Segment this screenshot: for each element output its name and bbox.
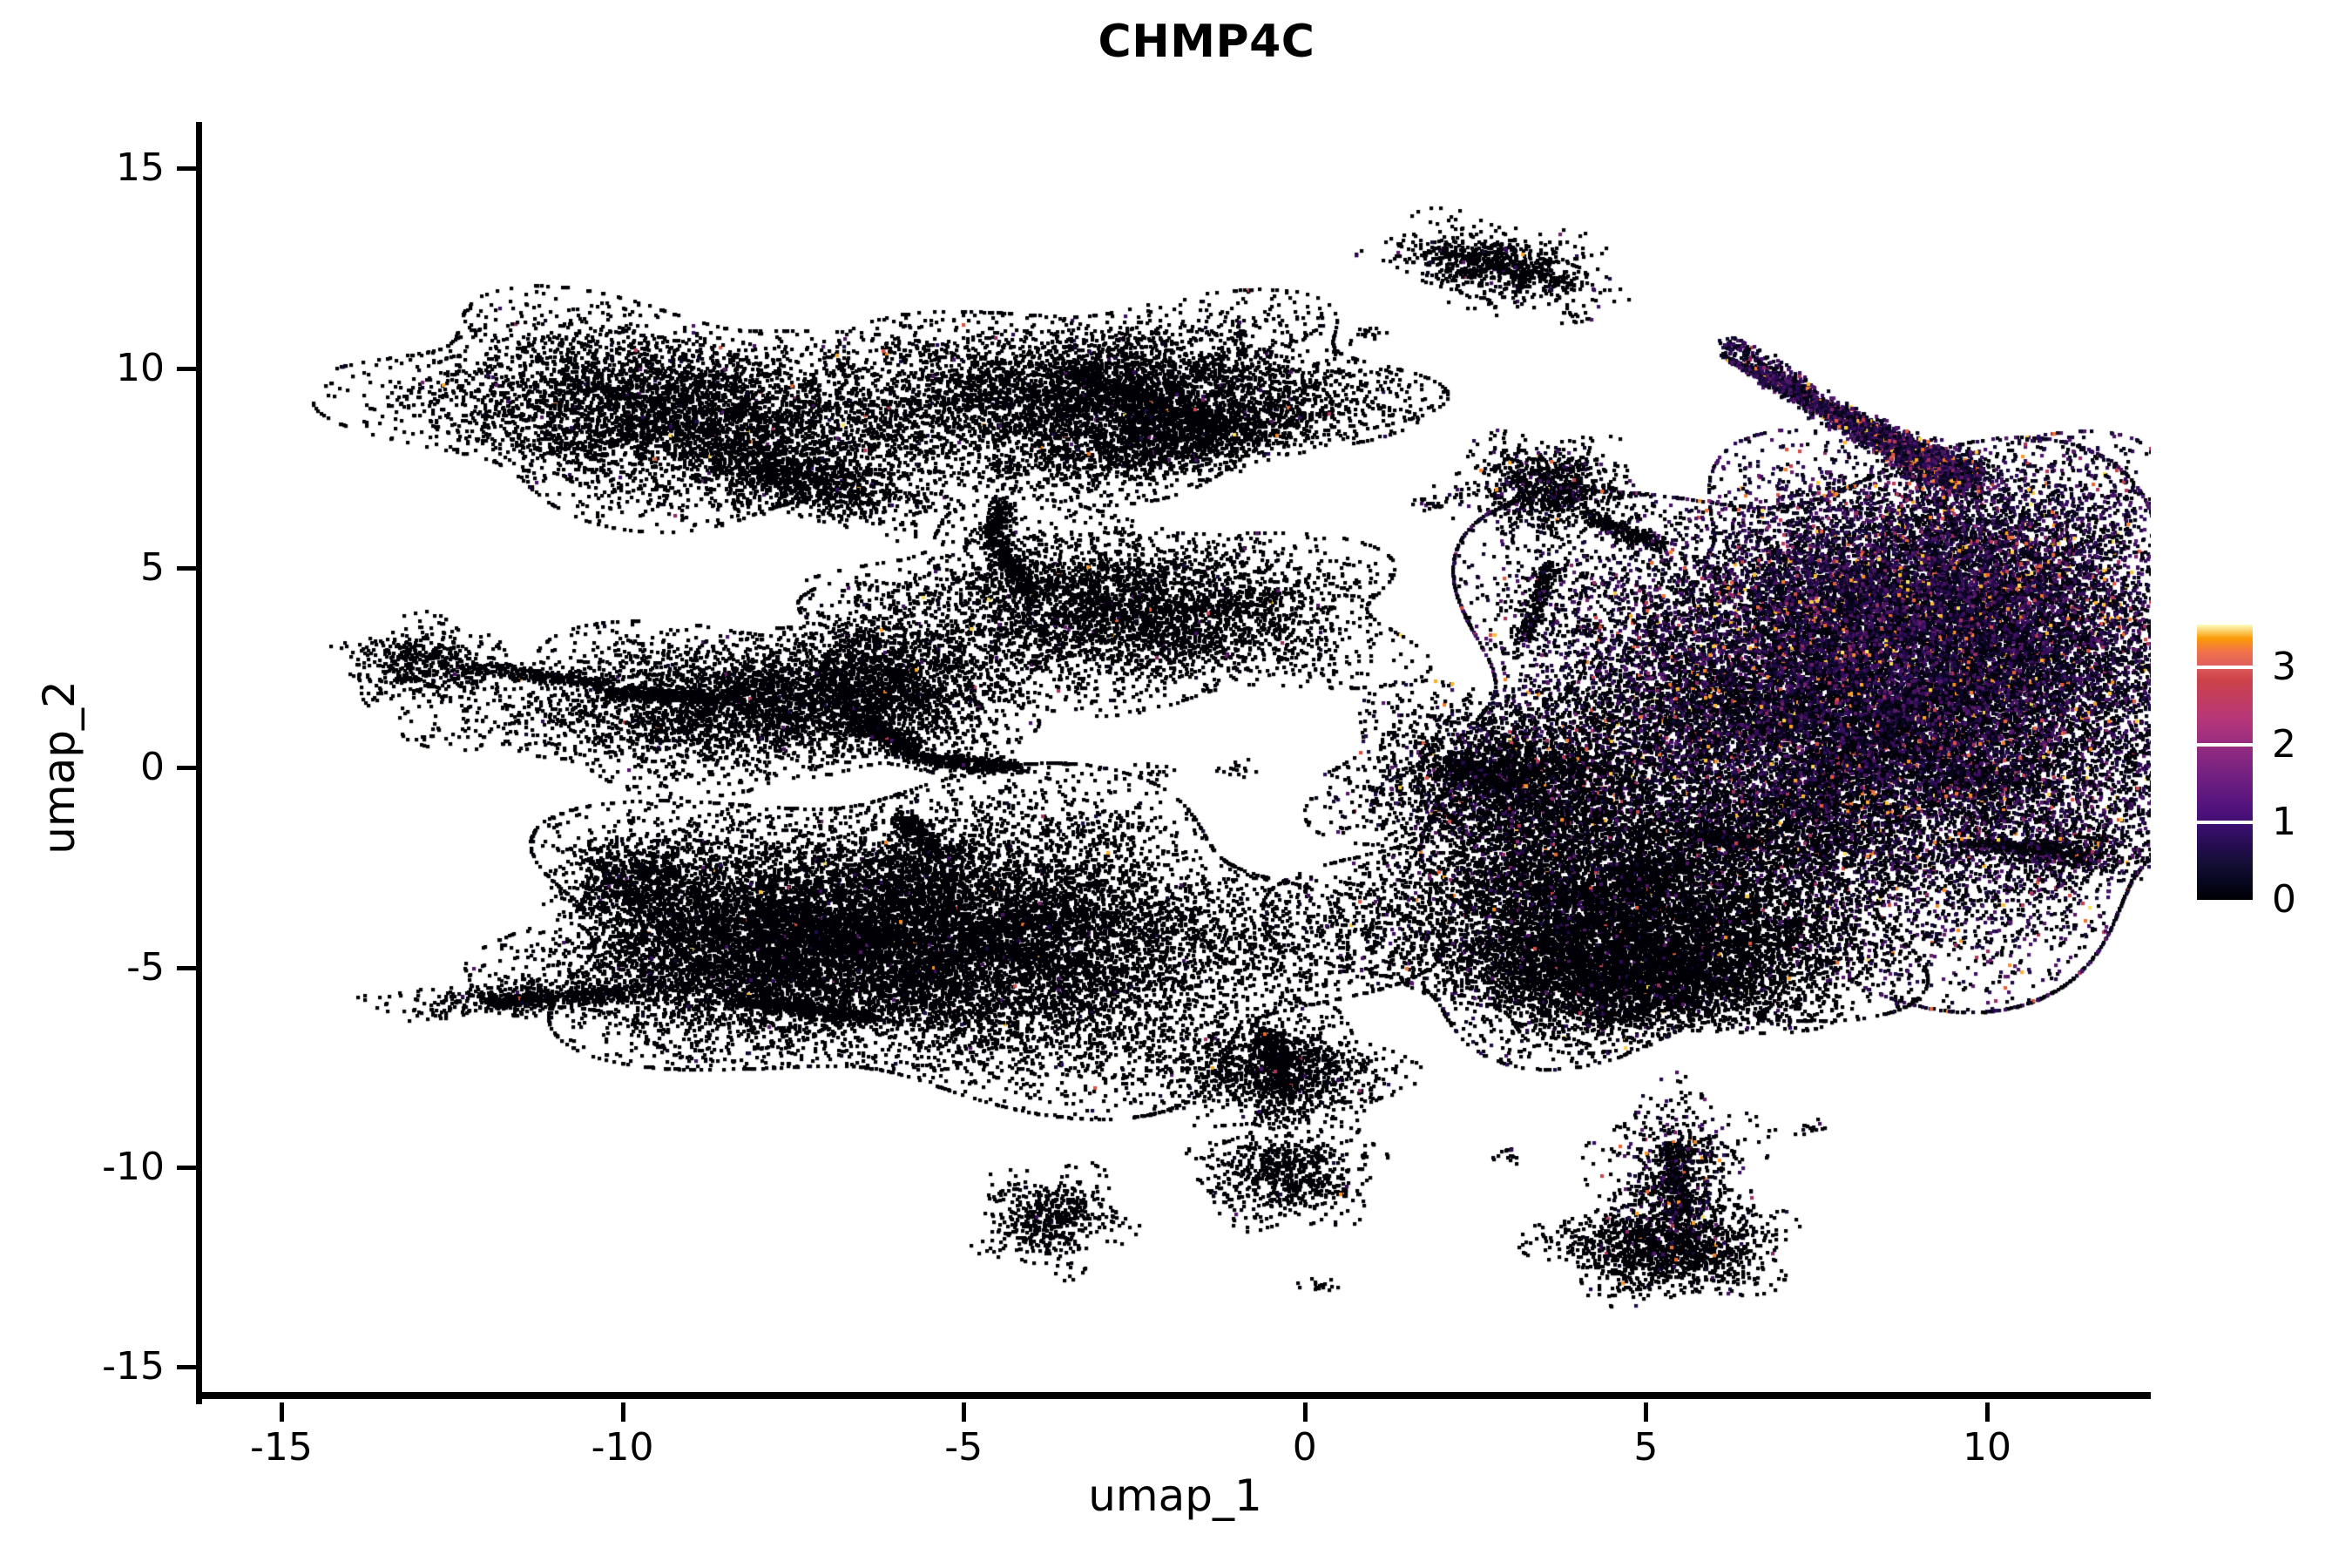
- y-axis-label: umap_2: [34, 680, 84, 855]
- colorbar-tick-label: 3: [2272, 644, 2296, 689]
- colorbar-gradient: [2197, 625, 2253, 900]
- y-tick-label: 10: [116, 345, 165, 390]
- y-axis-spine: [196, 122, 202, 1404]
- x-tick-mark: [1644, 1402, 1649, 1422]
- y-tick-mark: [177, 766, 196, 771]
- y-tick-mark: [177, 1365, 196, 1370]
- y-tick-label: -15: [102, 1344, 165, 1389]
- scatter-canvas: [199, 132, 2151, 1399]
- y-tick-label: 5: [140, 544, 165, 590]
- colorbar-tick-mark: [2197, 742, 2253, 747]
- x-axis-label: umap_1: [1088, 1470, 1262, 1521]
- y-tick-label: -5: [126, 944, 165, 990]
- y-tick-mark: [177, 565, 196, 571]
- y-tick-mark: [177, 1165, 196, 1170]
- x-tick-mark: [1985, 1402, 1990, 1422]
- y-tick-mark: [177, 366, 196, 371]
- x-tick-mark: [620, 1402, 625, 1422]
- colorbar-tick-mark: [2197, 820, 2253, 824]
- y-tick-label: -10: [102, 1144, 165, 1189]
- colorbar-tick-label: 2: [2272, 721, 2296, 767]
- x-tick-mark: [962, 1402, 967, 1422]
- x-axis-spine: [196, 1392, 2151, 1399]
- x-tick-label: 10: [1963, 1425, 2012, 1470]
- y-tick-label: 15: [116, 145, 165, 191]
- y-tick-label: 0: [140, 745, 165, 790]
- y-tick-mark: [177, 166, 196, 172]
- x-tick-label: 5: [1633, 1425, 1659, 1470]
- colorbar: 0 1 2 3: [2197, 625, 2345, 919]
- colorbar-tick-label: 0: [2272, 877, 2296, 922]
- colorbar-tick-mark: [2197, 665, 2253, 669]
- x-tick-label: -15: [250, 1425, 313, 1470]
- x-tick-mark: [279, 1402, 284, 1422]
- y-tick-mark: [177, 965, 196, 970]
- colorbar-tick-label: 1: [2272, 799, 2296, 844]
- x-tick-label: -5: [944, 1425, 983, 1470]
- x-tick-label: 0: [1292, 1425, 1317, 1470]
- x-tick-mark: [1302, 1402, 1308, 1422]
- chart-title: CHMP4C: [1098, 16, 1315, 68]
- x-tick-label: -10: [591, 1425, 654, 1470]
